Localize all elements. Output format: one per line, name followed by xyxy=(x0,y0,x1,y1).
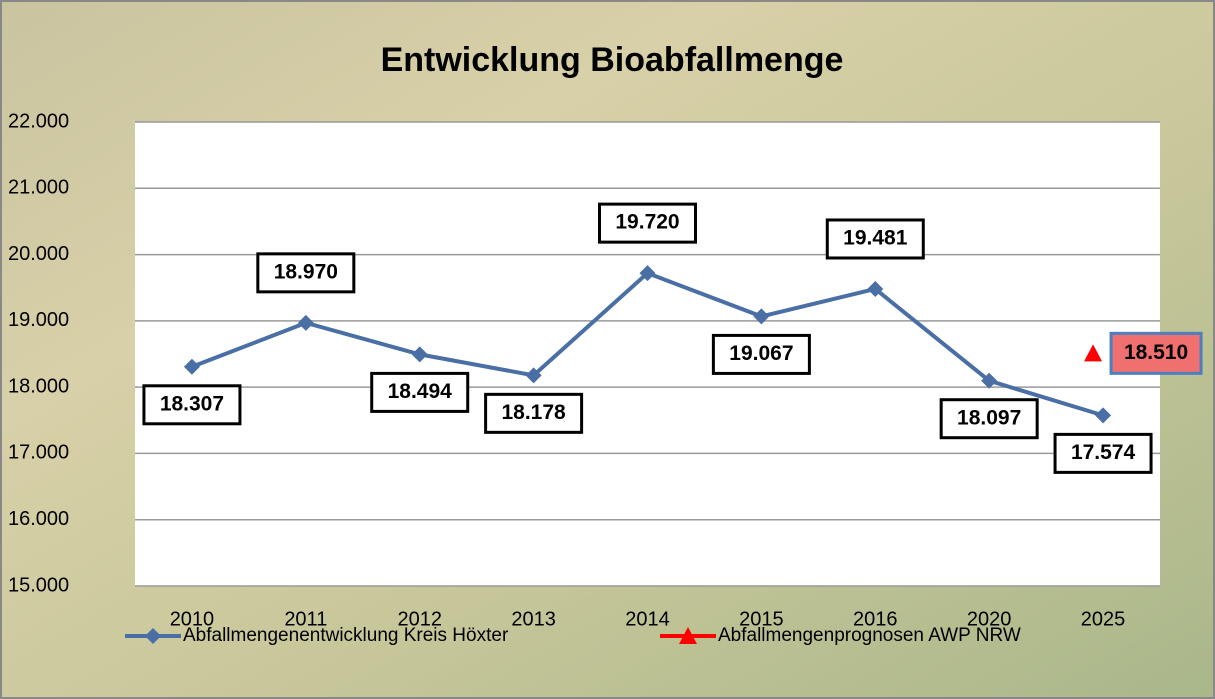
data-label: 19.720 xyxy=(615,211,679,234)
data-label: 18.510 xyxy=(1124,341,1188,364)
data-label: 18.178 xyxy=(501,401,566,424)
data-label: 18.970 xyxy=(274,260,338,283)
data-label: 19.067 xyxy=(729,342,793,365)
data-label: 17.574 xyxy=(1071,441,1136,464)
x-tick-label: 2011 xyxy=(284,608,327,630)
label-box xyxy=(370,371,470,413)
label-box xyxy=(711,333,811,375)
x-tick-label: 2020 xyxy=(967,608,1012,630)
y-tick-label: 22.000 xyxy=(8,110,69,132)
data-label: 18.097 xyxy=(957,406,1021,429)
y-tick-label: 19.000 xyxy=(8,309,69,331)
label-box xyxy=(598,202,697,244)
x-tick-label: 2025 xyxy=(1081,608,1126,630)
data-label: 18.307 xyxy=(160,392,224,415)
y-tick-label: 17.000 xyxy=(8,442,69,464)
point xyxy=(145,628,161,644)
label-box xyxy=(825,218,925,260)
point xyxy=(411,346,428,363)
y-tick-label: 20.000 xyxy=(8,243,69,265)
label-box xyxy=(484,392,584,434)
x-tick-label: 2010 xyxy=(170,608,215,630)
plot-area xyxy=(135,122,1160,586)
label-box xyxy=(1109,331,1203,375)
point xyxy=(981,372,998,389)
label-box xyxy=(1053,432,1153,474)
chart-title: Entwicklung Bioabfallmenge xyxy=(381,41,844,79)
y-tick-label: 18.000 xyxy=(8,375,69,397)
legend-label: Abfallmengenentwicklung Kreis Höxter xyxy=(183,625,509,646)
x-tick-label: 2014 xyxy=(625,608,670,630)
x-tick-label: 2013 xyxy=(511,608,556,630)
point xyxy=(297,314,314,331)
x-tick-label: 2012 xyxy=(397,608,442,630)
point xyxy=(753,308,770,325)
x-tick-label: 2015 xyxy=(739,608,784,630)
y-tick-label: 16.000 xyxy=(8,508,69,530)
data-label: 19.481 xyxy=(843,227,908,250)
label-box xyxy=(256,252,356,294)
point xyxy=(1095,407,1112,424)
point xyxy=(1084,344,1103,362)
y-tick-label: 15.000 xyxy=(8,574,69,596)
y-tick-label: 21.000 xyxy=(8,177,69,199)
point xyxy=(679,627,697,644)
legend-label: Abfallmengenprognosen AWP NRW xyxy=(718,625,1021,646)
point xyxy=(867,280,884,297)
label-box xyxy=(142,384,242,426)
point xyxy=(525,367,542,384)
data-label: 18.494 xyxy=(388,380,453,403)
x-tick-label: 2016 xyxy=(853,608,898,630)
point xyxy=(183,358,200,375)
label-box xyxy=(939,398,1039,440)
point xyxy=(639,265,656,282)
